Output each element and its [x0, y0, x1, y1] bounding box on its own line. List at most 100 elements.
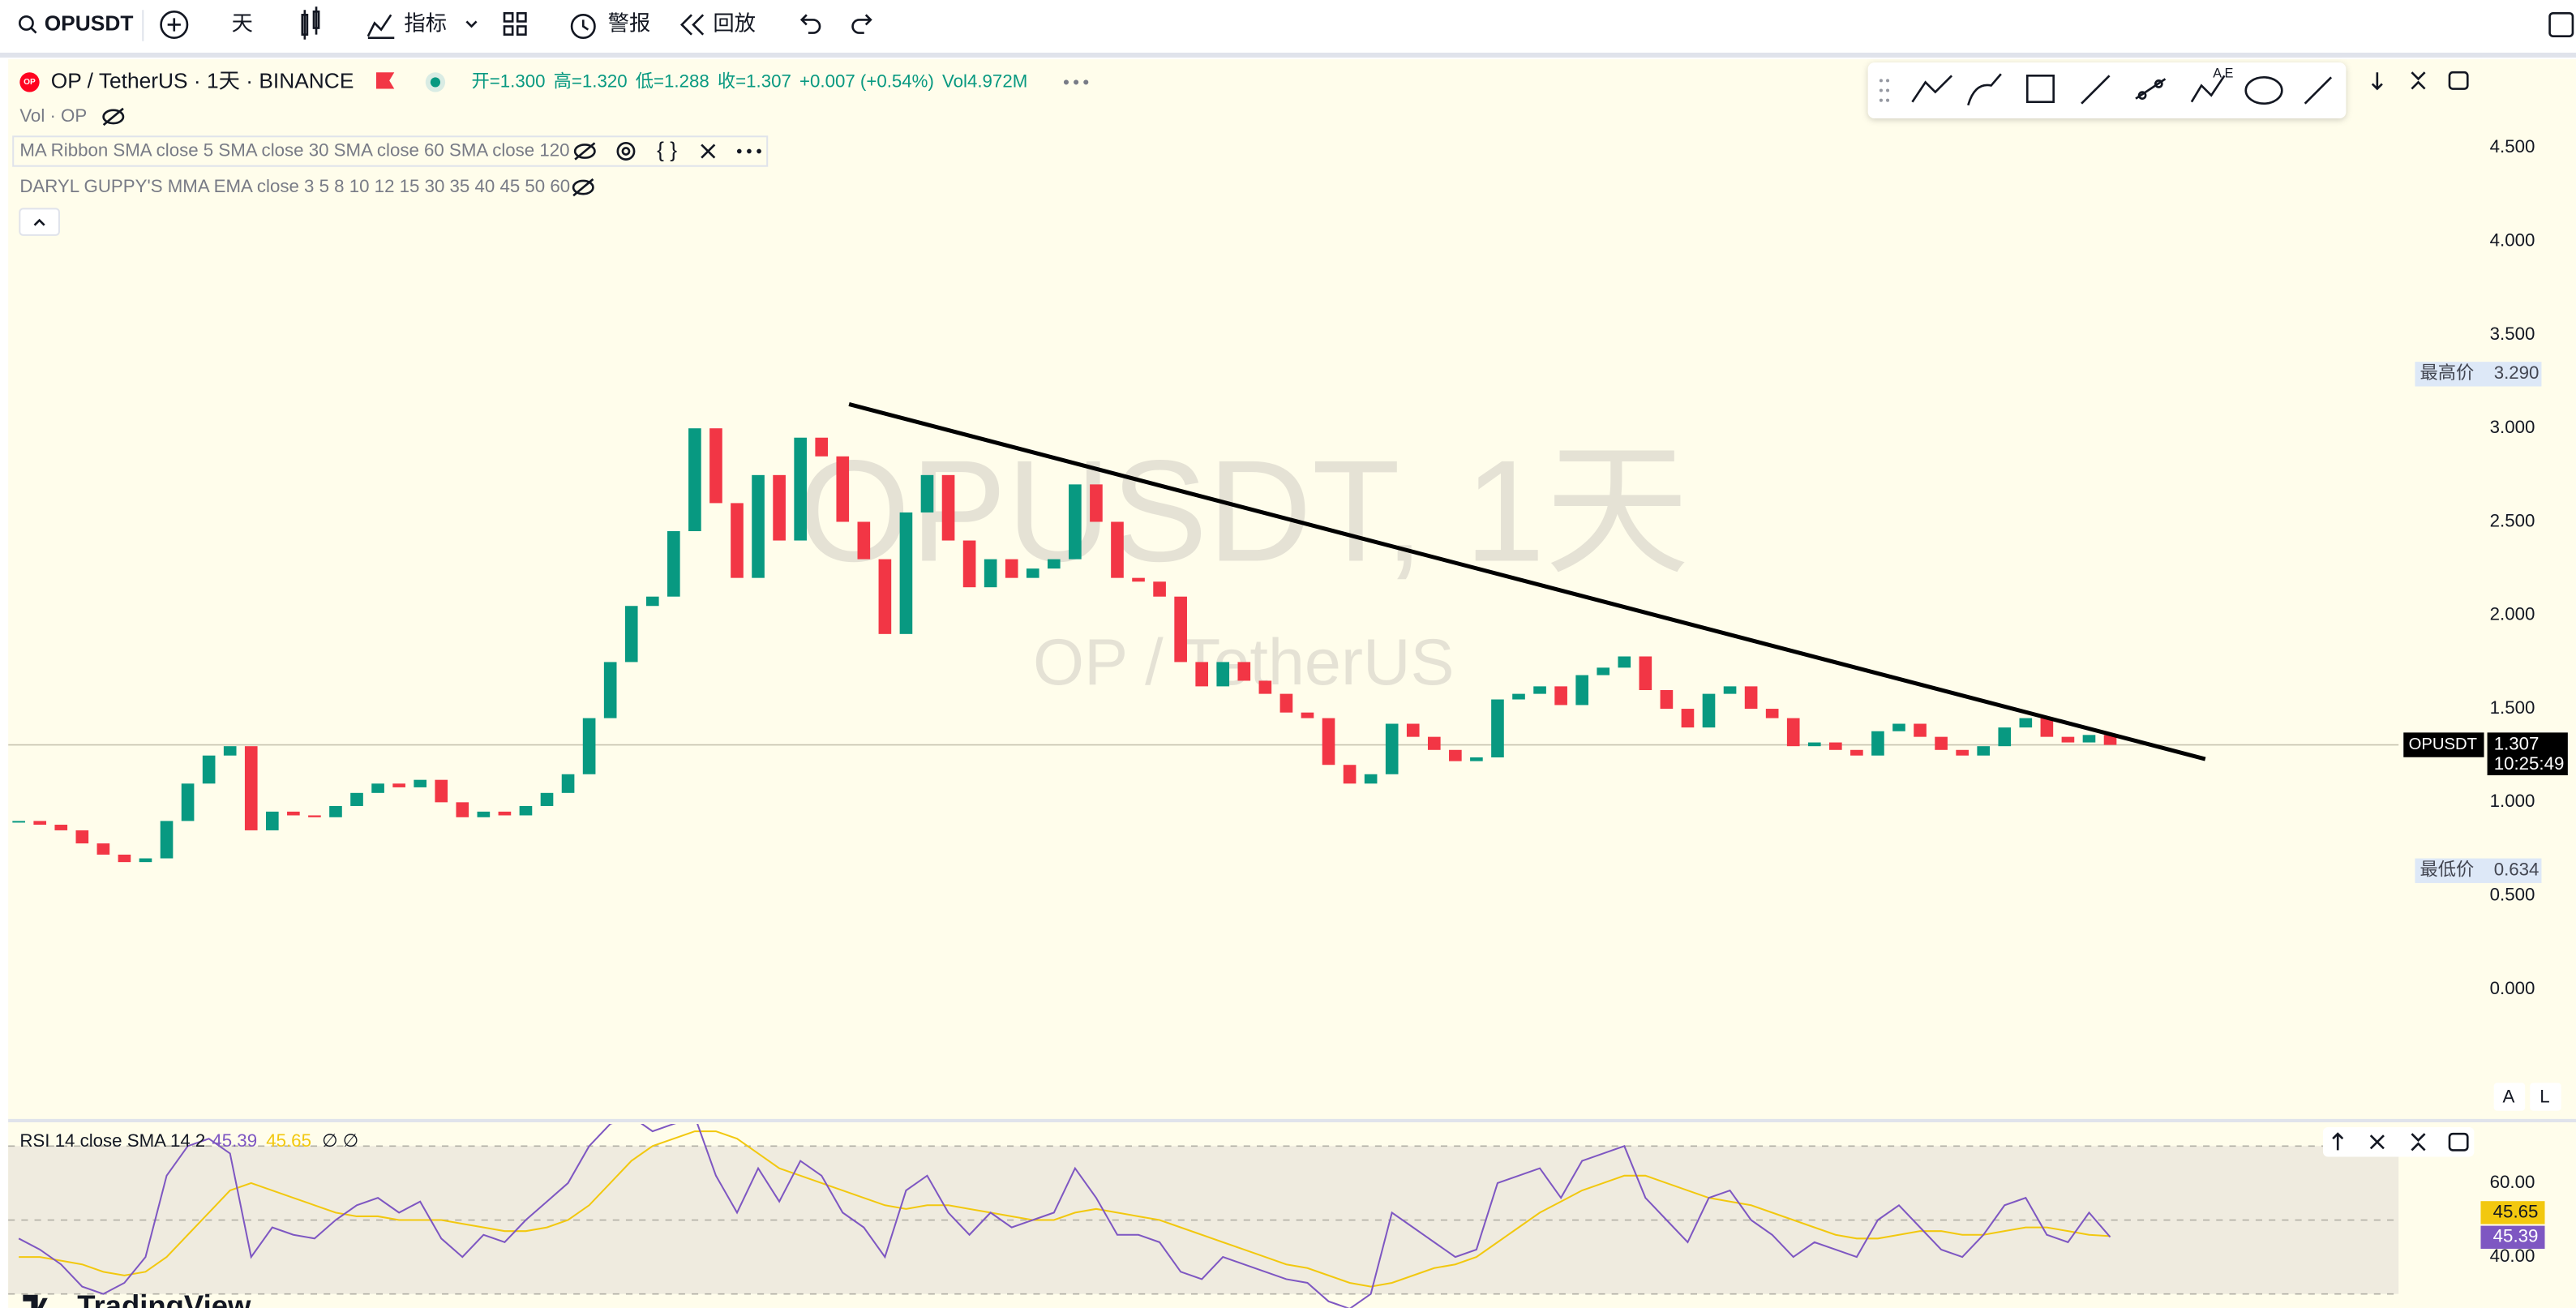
study-buttons-part[interactable] [736, 148, 742, 154]
more-button-part[interactable] [1063, 79, 1069, 85]
undo-button-part[interactable] [801, 19, 821, 34]
tool-ellipse[interactable] [2244, 76, 2283, 105]
symbol-search[interactable]: OPUSDT [18, 11, 134, 35]
undo-button[interactable] [799, 14, 821, 34]
add-symbol-button-part[interactable] [160, 10, 189, 40]
pane-buttons-part[interactable] [2411, 71, 2426, 81]
redo-button-part[interactable] [864, 14, 872, 26]
drag-handle-part[interactable] [1886, 98, 1890, 102]
study-buttons[interactable]: { } [573, 137, 761, 161]
rsi-pane-buttons-part[interactable] [2332, 1132, 2344, 1140]
study-buttons-part[interactable] [616, 142, 636, 161]
replay-label[interactable]: 回放 [713, 11, 756, 35]
add-symbol-button[interactable] [160, 10, 189, 40]
replay-button[interactable]: 回放 [679, 11, 756, 36]
tool-pen[interactable] [2304, 76, 2333, 105]
tool-trend[interactable] [1911, 75, 1952, 103]
ohlc: 开=1.300 高=1.320 低=1.288 收=1.307 +0.007 (+0.5… [472, 71, 1028, 91]
study-buttons-part[interactable] [747, 148, 752, 154]
tool-channel-part[interactable] [2135, 78, 2167, 100]
price-axis: 0.000 0.500 1.000 1.500 2.000 2.500 3.000 3.500… [2490, 136, 2535, 998]
indicators-button-part[interactable] [366, 14, 392, 37]
tool-channel[interactable] [2135, 78, 2167, 100]
scale-buttons-part[interactable] [2493, 1083, 2526, 1111]
rsi-study: RSI 14 close SMA 14 2 [19, 1130, 205, 1151]
layouts-button-part[interactable] [503, 25, 514, 36]
layouts-button[interactable] [503, 11, 527, 36]
drag-handle-part[interactable] [1879, 88, 1883, 92]
scale-buttons-part[interactable] [2530, 1083, 2561, 1111]
drag-handle-part[interactable] [1886, 88, 1890, 92]
layouts-button-part[interactable] [516, 11, 527, 23]
symbol[interactable]: OPUSDT [45, 11, 134, 35]
hide-eye-part[interactable] [572, 179, 594, 195]
price-tick-label: 4.500 [2490, 136, 2535, 157]
alerts-button-part[interactable] [581, 19, 589, 31]
study-buttons-part[interactable] [701, 144, 716, 159]
tool-brush[interactable] [1967, 73, 2002, 106]
alerts-label[interactable]: 警报 [608, 11, 651, 35]
collapse-button-part[interactable] [19, 208, 60, 236]
pane-buttons-part[interactable] [2371, 83, 2383, 91]
hide-eye-part[interactable] [572, 178, 594, 197]
study-buttons-part[interactable] [621, 147, 631, 156]
drag-handle-part[interactable] [1879, 98, 1883, 102]
scale-buttons[interactable]: A L [2493, 1083, 2561, 1111]
flag[interactable] [375, 72, 395, 89]
tool-pattern[interactable]: A E [2190, 66, 2234, 103]
tool-pattern-part[interactable]: A E [2213, 66, 2233, 81]
more-button[interactable] [1063, 79, 1089, 85]
study-buttons-part[interactable] [574, 142, 596, 161]
symbol-search-part[interactable] [30, 27, 37, 34]
study-buttons-part[interactable]: { } [657, 137, 677, 161]
collapse-button-part[interactable] [33, 218, 45, 226]
tool-rect[interactable] [2025, 74, 2055, 104]
alerts-button-part[interactable] [570, 14, 596, 40]
alerts-button[interactable]: 警报 [570, 11, 651, 40]
more-button-part[interactable] [1083, 79, 1089, 85]
indicators-button-part[interactable] [465, 20, 478, 28]
hide-eye-part[interactable] [102, 109, 125, 125]
tool-line[interactable] [2081, 75, 2111, 105]
interval-button[interactable]: 天 [232, 11, 253, 35]
undo-button-part[interactable] [799, 14, 808, 26]
redo-button[interactable] [851, 14, 872, 34]
indicators-button[interactable]: 指标 [366, 11, 478, 40]
low-tag-name: 最低价 [2420, 860, 2475, 880]
pane-buttons[interactable] [2371, 71, 2469, 91]
layouts-button-part[interactable] [516, 25, 527, 36]
chart-type-button[interactable] [301, 6, 320, 40]
study-buttons-part[interactable] [573, 144, 596, 159]
rsi-pane-buttons-part[interactable] [2411, 1142, 2426, 1151]
study-buttons-part[interactable] [757, 148, 761, 154]
drag-handle-part[interactable] [1879, 79, 1883, 83]
indicators-label[interactable]: 指标 [404, 11, 447, 35]
symbol-search-part[interactable] [18, 15, 34, 31]
rsi-pane-buttons-part[interactable] [2322, 1127, 2475, 1157]
redo-button-part[interactable] [851, 19, 871, 34]
hide-eye-part[interactable] [102, 107, 124, 127]
rsi-pane-buttons-part[interactable] [2448, 1132, 2469, 1151]
hide-eye[interactable] [102, 107, 125, 127]
auto-scale[interactable]: A [2502, 1086, 2514, 1106]
rsi-pane-buttons-part[interactable] [2411, 1133, 2426, 1143]
pane-buttons-part[interactable] [2411, 80, 2426, 90]
pane-buttons-part[interactable] [2448, 71, 2469, 90]
tool-channel-part[interactable] [2137, 91, 2147, 100]
replay-button-part[interactable] [692, 14, 705, 36]
candle [920, 474, 934, 512]
drag-handle-part[interactable] [1886, 79, 1890, 83]
rsi-pane-buttons-part[interactable] [2369, 1134, 2385, 1150]
guppy-study: DARYL GUPPY'S MMA EMA close 3 5 8 10 12 … [19, 176, 570, 196]
hide-eye[interactable] [572, 178, 594, 197]
more-button-part[interactable] [1074, 79, 1079, 85]
fullscreen-button[interactable] [2548, 11, 2574, 37]
log-scale[interactable]: L [2540, 1086, 2549, 1106]
replay-button-part[interactable] [679, 14, 692, 36]
drag-handle[interactable] [1879, 79, 1890, 102]
rsi-pane-buttons[interactable] [2322, 1127, 2475, 1157]
layouts-button-part[interactable] [503, 11, 514, 23]
tool-channel-part[interactable] [2154, 79, 2163, 88]
tool-pattern-part[interactable] [2190, 75, 2226, 103]
collapse-button[interactable] [19, 208, 60, 236]
